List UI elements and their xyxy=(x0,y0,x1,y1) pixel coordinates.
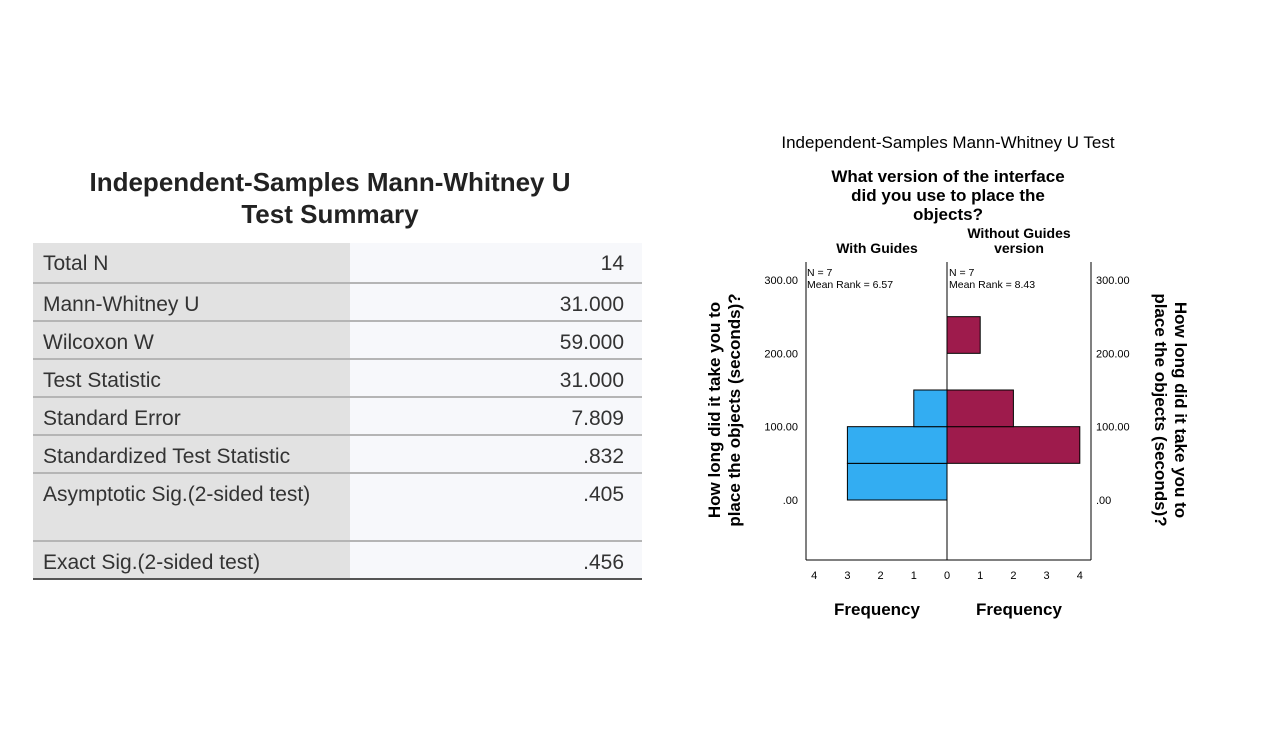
table-row: Wilcoxon W 59.000 xyxy=(33,321,642,359)
y-axis-label-right-line2: place the objects (seconds)? xyxy=(1151,293,1170,526)
summary-title-line1: Independent-Samples Mann-Whitney U xyxy=(89,167,571,197)
table-row: Mann-Whitney U 31.000 xyxy=(33,283,642,321)
left-histogram-bar xyxy=(846,462,948,501)
table-row: Total N 14 xyxy=(33,243,642,283)
row-label: Test Statistic xyxy=(33,359,350,397)
chart-title: Independent-Samples Mann-Whitney U Test xyxy=(781,133,1115,152)
y-axis-label-right-line1: How long did it take you to xyxy=(1171,302,1190,518)
y-axis-label-left-line1: How long did it take you to xyxy=(705,302,724,518)
x-tick-label-right: 3 xyxy=(1044,570,1050,582)
summary-table: Total N 14 Mann-Whitney U 31.000 Wilcoxo… xyxy=(33,243,642,580)
row-value: .832 xyxy=(350,435,642,473)
row-value: .456 xyxy=(350,541,642,579)
summary-title-line2: Test Summary xyxy=(241,199,419,229)
group-label-right-line1: Without Guides xyxy=(967,225,1071,241)
y-tick-label-left: 300.00 xyxy=(764,275,798,287)
table-row: Exact Sig.(2-sided test) .456 xyxy=(33,541,642,579)
table-row: Standardized Test Statistic .832 xyxy=(33,435,642,473)
x-tick-label-left: 4 xyxy=(811,570,817,582)
right-histogram-bar xyxy=(946,316,981,354)
x-tick-label-right: 2 xyxy=(1010,570,1016,582)
y-tick-label-left: 200.00 xyxy=(764,348,798,360)
x-tick-label-left: 3 xyxy=(844,570,850,582)
y-tick-label-right: 200.00 xyxy=(1096,348,1130,360)
right-n-text: N = 7 xyxy=(949,267,975,279)
y-tick-label-right: 100.00 xyxy=(1096,422,1130,434)
table-row: Standard Error 7.809 xyxy=(33,397,642,435)
chart-subtitle-line1: What version of the interface xyxy=(831,167,1064,186)
x-tick-label-left: 1 xyxy=(911,570,917,582)
chart-subtitle-line2: did you use to place the xyxy=(851,186,1045,205)
right-histogram-bar xyxy=(946,426,1081,464)
table-row: Test Statistic 31.000 xyxy=(33,359,642,397)
row-value: 14 xyxy=(350,243,642,283)
summary-title: Independent-Samples Mann-Whitney U Test … xyxy=(40,166,620,230)
row-label: Standard Error xyxy=(33,397,350,435)
table-row: Asymptotic Sig.(2-sided test) .405 xyxy=(33,473,642,541)
left-n-text: N = 7 xyxy=(807,267,833,279)
y-tick-label-right: .00 xyxy=(1096,495,1111,507)
row-value: 59.000 xyxy=(350,321,642,359)
y-tick-labels: 300.00 300.00 200.00 200.00 100.00 100.00 .00.… xyxy=(764,275,1129,507)
mann-whitney-chart: Independent-Samples Mann-Whitney U Test … xyxy=(705,133,1190,619)
row-label: Standardized Test Statistic xyxy=(33,435,350,473)
left-histogram-bar xyxy=(913,389,948,428)
y-tick-label-left: .00 xyxy=(783,495,798,507)
y-tick-label-left: 100.00 xyxy=(764,422,798,434)
group-label-left: With Guides xyxy=(836,240,918,256)
row-value: 31.000 xyxy=(350,283,642,321)
x-tick-label-left: 2 xyxy=(878,570,884,582)
x-axis-label-right: Frequency xyxy=(976,600,1063,619)
x-tick-label-right: 1 xyxy=(977,570,983,582)
row-value: .405 xyxy=(350,473,642,541)
group-label-right-line2: version xyxy=(994,240,1044,256)
chart-subtitle-line3: objects? xyxy=(913,205,983,224)
row-label: Asymptotic Sig.(2-sided test) xyxy=(33,473,350,541)
left-histogram-bar xyxy=(846,426,948,464)
row-label: Mann-Whitney U xyxy=(33,283,350,321)
row-label: Wilcoxon W xyxy=(33,321,350,359)
y-axis-label-left-line2: place the objects (seconds)? xyxy=(725,293,744,526)
x-tick-labels: 4 3 2 1 0 1 2 3 4 xyxy=(811,570,1083,582)
x-axis-label-left: Frequency xyxy=(834,600,921,619)
histogram-bars xyxy=(846,316,1081,501)
x-tick-label-right: 4 xyxy=(1077,570,1083,582)
right-histogram-bar xyxy=(946,389,1014,428)
right-rank-text: Mean Rank = 8.43 xyxy=(949,279,1035,291)
y-tick-label-right: 300.00 xyxy=(1096,275,1130,287)
x-tick-label-left: 0 xyxy=(944,570,950,582)
row-label: Exact Sig.(2-sided test) xyxy=(33,541,350,579)
row-value: 31.000 xyxy=(350,359,642,397)
left-rank-text: Mean Rank = 6.57 xyxy=(807,279,893,291)
row-label: Total N xyxy=(33,243,350,283)
row-value: 7.809 xyxy=(350,397,642,435)
